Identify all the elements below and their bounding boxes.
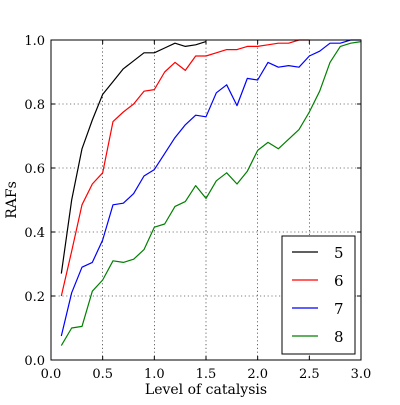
y-tick-label: 0.6	[24, 162, 45, 177]
series-line-7	[60, 39, 361, 337]
x-tick-label: 0.5	[92, 367, 113, 382]
y-tick-label: 0.4	[24, 226, 45, 241]
y-axis-label: RAFs	[4, 181, 20, 219]
axis-ticks: 0.0 0.5 1.0 1.5 2.0 2.5 3.0 0.0 0.2 0.4 0.6 0.8 1.0	[24, 34, 371, 382]
y-tick-label: 0.0	[24, 354, 45, 369]
series-line-5	[60, 41, 207, 274]
x-tick-label: 2.0	[247, 367, 268, 382]
x-tick-label: 2.5	[299, 367, 320, 382]
legend-box	[281, 235, 356, 355]
x-axis-label: Level of catalysis	[145, 382, 267, 398]
x-tick-label: 0.0	[41, 367, 62, 382]
y-tick-label: 0.8	[24, 98, 45, 113]
x-tick-label: 1.0	[144, 367, 165, 382]
legend-label-7: 7	[334, 300, 344, 318]
legend-label-5: 5	[334, 244, 344, 262]
series-lines	[60, 39, 362, 346]
series-line-6	[60, 39, 310, 297]
x-tick-label: 1.5	[196, 367, 217, 382]
x-tick-label: 3.0	[351, 367, 372, 382]
legend-label-8: 8	[334, 328, 344, 346]
legend-label-6: 6	[334, 272, 344, 290]
series-line-8	[60, 41, 362, 346]
legend: 5 6 7 8	[281, 235, 356, 355]
y-tick-label: 1.0	[24, 34, 45, 49]
grid	[51, 40, 361, 360]
y-tick-label: 0.2	[24, 290, 45, 305]
